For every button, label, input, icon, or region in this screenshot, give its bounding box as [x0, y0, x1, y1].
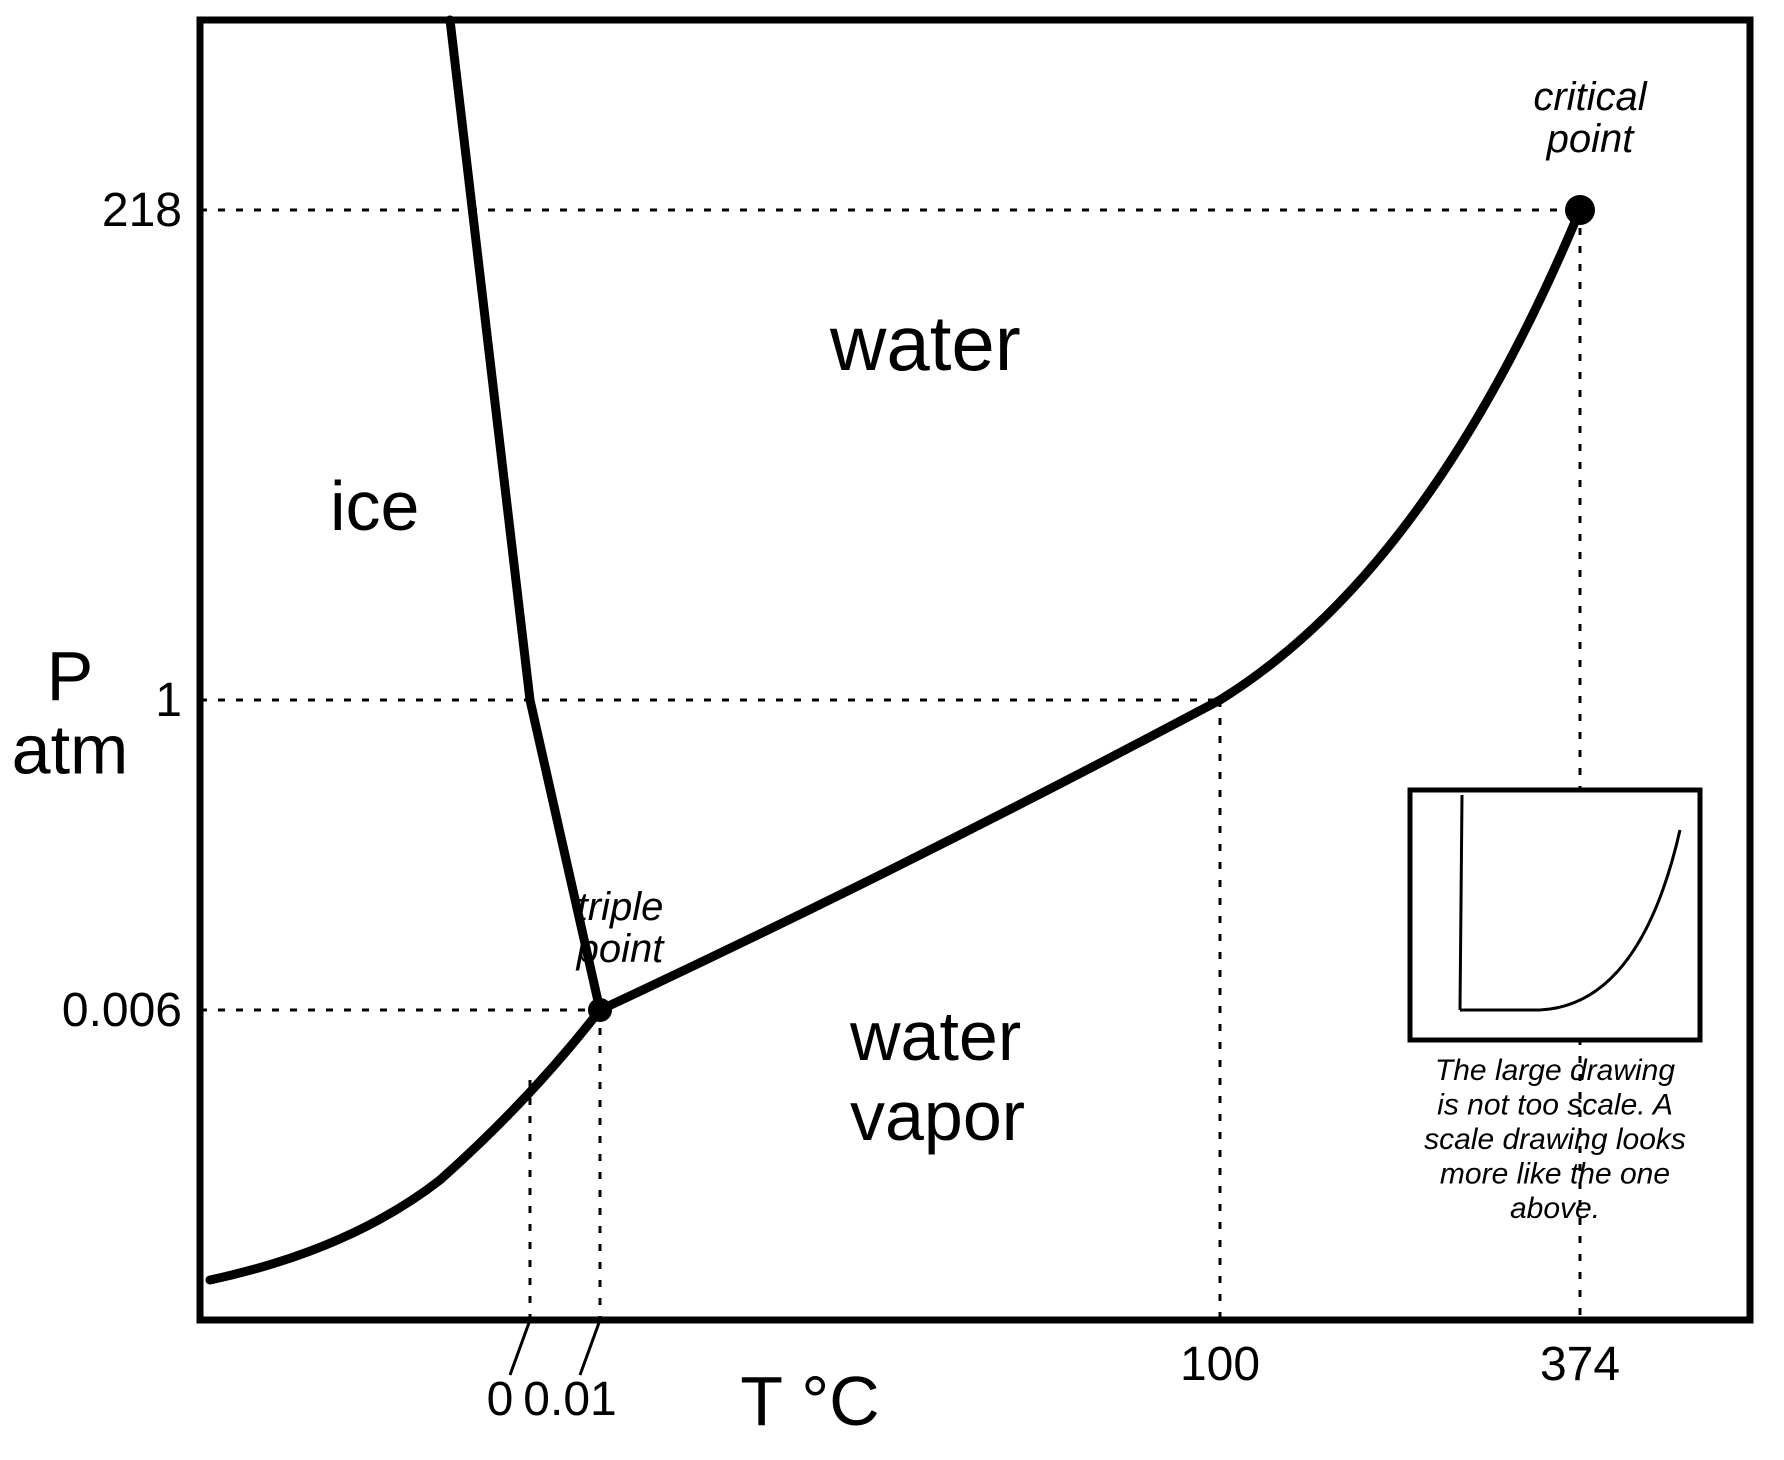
background [0, 0, 1784, 1460]
y-tick-label: 1 [155, 674, 182, 727]
region-label: vapor [850, 1077, 1025, 1155]
triple-point-label: triplepoint [576, 885, 666, 971]
x-tick-label: 0.01 [523, 1373, 616, 1426]
region-label: ice [330, 467, 419, 545]
critical-point-label: criticalpoint [1533, 75, 1647, 161]
x-tick-label: 0 [487, 1373, 514, 1426]
x-tick-label: 100 [1180, 1338, 1260, 1391]
inset-fusion-curve [1460, 795, 1462, 1010]
inset-box [1410, 790, 1700, 1040]
y-tick-label: 0.006 [62, 984, 182, 1037]
critical-point [1565, 195, 1595, 225]
region-label: water [849, 997, 1021, 1075]
triple-point [588, 998, 612, 1022]
y-tick-label: 218 [102, 184, 182, 237]
x-axis-title: T °C [740, 1362, 880, 1440]
x-tick-label: 374 [1540, 1338, 1620, 1391]
region-label: water [829, 299, 1021, 387]
phase-diagram: icewaterwatervaportriplepointcriticalpoi… [0, 0, 1784, 1460]
